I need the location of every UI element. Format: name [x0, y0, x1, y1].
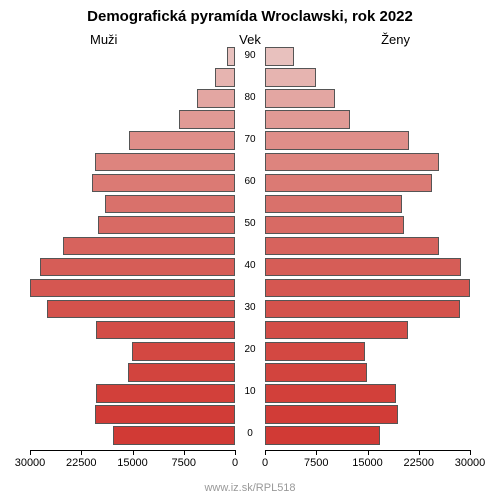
- male-bar: [47, 300, 235, 319]
- female-bar: [265, 258, 461, 277]
- y-tick-label: 10: [235, 386, 265, 397]
- male-bar: [113, 426, 235, 445]
- female-bar: [265, 89, 335, 108]
- female-bar: [265, 426, 380, 445]
- male-bar: [132, 342, 235, 361]
- y-tick-label: 20: [235, 344, 265, 355]
- x-tick-label: 22500: [394, 457, 444, 469]
- x-tick: [316, 450, 317, 455]
- female-bar: [265, 405, 398, 424]
- x-tick-label: 0: [240, 457, 290, 469]
- x-tick: [368, 450, 369, 455]
- female-label: Ženy: [381, 32, 410, 47]
- male-bar: [215, 68, 235, 87]
- y-tick-label: 30: [235, 302, 265, 313]
- female-bar: [265, 300, 460, 319]
- x-tick: [81, 450, 82, 455]
- population-pyramid-chart: Demografická pyramída Wroclawski, rok 20…: [0, 0, 500, 500]
- x-tick-label: 30000: [5, 457, 55, 469]
- female-bar: [265, 110, 350, 129]
- female-bar: [265, 342, 365, 361]
- male-bar: [95, 153, 235, 172]
- x-tick: [30, 450, 31, 455]
- y-tick-label: 0: [235, 428, 265, 439]
- x-tick: [184, 450, 185, 455]
- age-label: Vek: [0, 32, 500, 47]
- y-tick-label: 70: [235, 134, 265, 145]
- chart-title: Demografická pyramída Wroclawski, rok 20…: [0, 8, 500, 25]
- y-tick-label: 50: [235, 218, 265, 229]
- female-bar: [265, 47, 294, 66]
- female-bar: [265, 384, 396, 403]
- male-bar: [40, 258, 235, 277]
- x-tick: [133, 450, 134, 455]
- male-bar: [95, 405, 235, 424]
- male-bar: [96, 384, 235, 403]
- male-bar: [129, 131, 235, 150]
- female-bar: [265, 68, 316, 87]
- x-tick-label: 7500: [291, 457, 341, 469]
- female-bar: [265, 279, 470, 298]
- x-tick-label: 15000: [108, 457, 158, 469]
- male-bar: [128, 363, 235, 382]
- female-bar: [265, 237, 439, 256]
- x-tick-label: 15000: [343, 457, 393, 469]
- y-tick-label: 90: [235, 50, 265, 61]
- male-bar: [227, 47, 235, 66]
- male-bar: [98, 216, 235, 235]
- male-bar: [179, 110, 235, 129]
- male-bar: [197, 89, 235, 108]
- y-tick-label: 40: [235, 260, 265, 271]
- female-bars-panel: [265, 46, 470, 446]
- x-tick: [419, 450, 420, 455]
- female-bar: [265, 174, 432, 193]
- female-bar: [265, 195, 402, 214]
- x-tick-label: 22500: [56, 457, 106, 469]
- x-tick-label: 7500: [159, 457, 209, 469]
- female-bar: [265, 153, 439, 172]
- male-bar: [96, 321, 235, 340]
- x-tick-label: 30000: [445, 457, 495, 469]
- male-bar: [92, 174, 236, 193]
- y-tick-label: 80: [235, 92, 265, 103]
- female-bar: [265, 321, 408, 340]
- watermark: www.iz.sk/RPL518: [0, 482, 500, 494]
- x-tick: [470, 450, 471, 455]
- male-bar: [63, 237, 235, 256]
- male-bars-panel: [30, 46, 235, 446]
- female-bar: [265, 216, 404, 235]
- male-bar: [105, 195, 235, 214]
- female-bar: [265, 131, 409, 150]
- x-tick: [235, 450, 236, 455]
- x-tick: [265, 450, 266, 455]
- male-bar: [30, 279, 235, 298]
- female-bar: [265, 363, 367, 382]
- y-tick-label: 60: [235, 176, 265, 187]
